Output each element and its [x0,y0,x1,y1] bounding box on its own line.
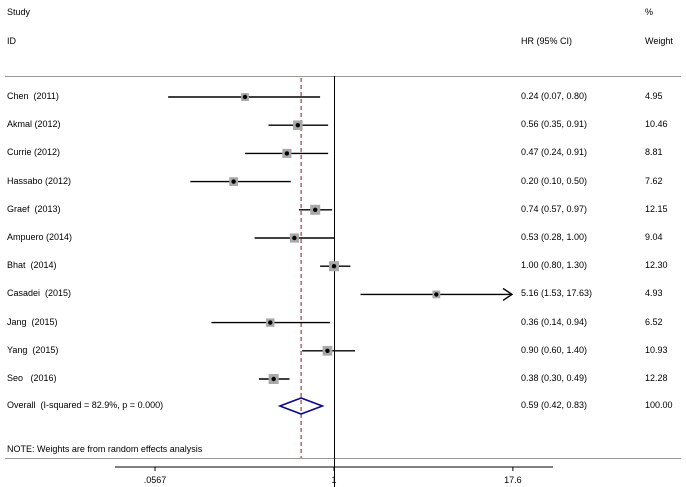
study-id: Akmal (2012) [7,119,61,130]
overall-diamond [277,397,325,415]
x-tick-label: 17.6 [504,475,522,485]
weight-value: 4.93 [645,288,663,299]
point-estimate [313,207,318,212]
hr-ci-value: 0.20 (0.10, 0.50) [521,175,588,186]
hr-ci-value: 0.74 (0.57, 0.97) [521,203,588,214]
ci-arrow [502,287,514,301]
x-tick-label: 1 [331,475,337,485]
weight-value: 10.46 [645,119,668,130]
hr-ci-value: 0.36 (0.14, 0.94) [521,316,588,327]
study-id: Seo (2016) [7,373,57,383]
point-estimate [268,320,273,325]
weight-value: 12.15 [645,203,668,214]
header-pct-label: % [645,7,654,17]
weight-value: 6.52 [645,316,663,327]
hr-ci-value: 0.53 (0.28, 1.00) [521,232,588,242]
point-estimate [434,292,439,297]
header-id-label: ID [7,36,16,46]
point-estimate [325,348,330,353]
study-id: Graef (2013) [7,203,61,214]
point-estimate [331,264,337,269]
hr-ci-value: 0.47 (0.24, 0.91) [521,147,588,158]
point-estimate [242,94,248,100]
hr-ci-value: 0.90 (0.60, 1.40) [521,344,588,355]
hr-ci-value: 1.00 (0.80, 1.30) [521,260,588,271]
point-estimate [295,123,301,128]
study-id: Casadei (2015) [7,288,72,299]
header-weight-label: Weight [645,36,673,46]
weight-value: 10.93 [645,344,668,355]
x-tick-label: .0567 [143,475,167,485]
weight-value: 8.81 [645,147,663,158]
weight-value: 12.28 [645,373,668,383]
point-estimate [271,376,276,382]
overall-hr-ci-value: 0.59 (0.42, 0.83) [521,400,588,410]
weight-value: 4.95 [645,91,663,101]
point-estimate [284,151,290,156]
point-estimate [231,179,236,184]
study-id: Currie (2012) [7,147,61,158]
study-id: Chen (2011) [7,91,59,101]
study-id: Yang (2015) [7,344,59,355]
hr-ci-value: 0.24 (0.07, 0.80) [521,91,588,101]
hr-ci-value: 0.56 (0.35, 0.91) [521,119,588,130]
note-text: NOTE: Weights are from random effects an… [7,444,203,454]
hr-ci-value: 5.16 (1.53, 17.63) [521,288,593,299]
weight-value: 12.30 [645,260,668,271]
overall-label: Overall (I-squared = 82.9%, p = 0.000) [7,400,164,410]
overall-weight-value: 100.00 [645,400,673,410]
header-hr-label: HR (95% CI) [521,36,573,46]
study-id: Jang (2015) [7,316,58,327]
study-id: Bhat (2014) [7,260,57,271]
weight-value: 7.62 [645,175,663,186]
study-id: Hassabo (2012) [7,175,72,186]
header-study-label: Study [7,7,31,17]
hr-ci-value: 0.38 (0.30, 0.49) [521,373,588,383]
point-estimate [292,235,297,241]
study-id: Ampuero (2014) [7,232,73,242]
weight-value: 9.04 [645,232,663,242]
